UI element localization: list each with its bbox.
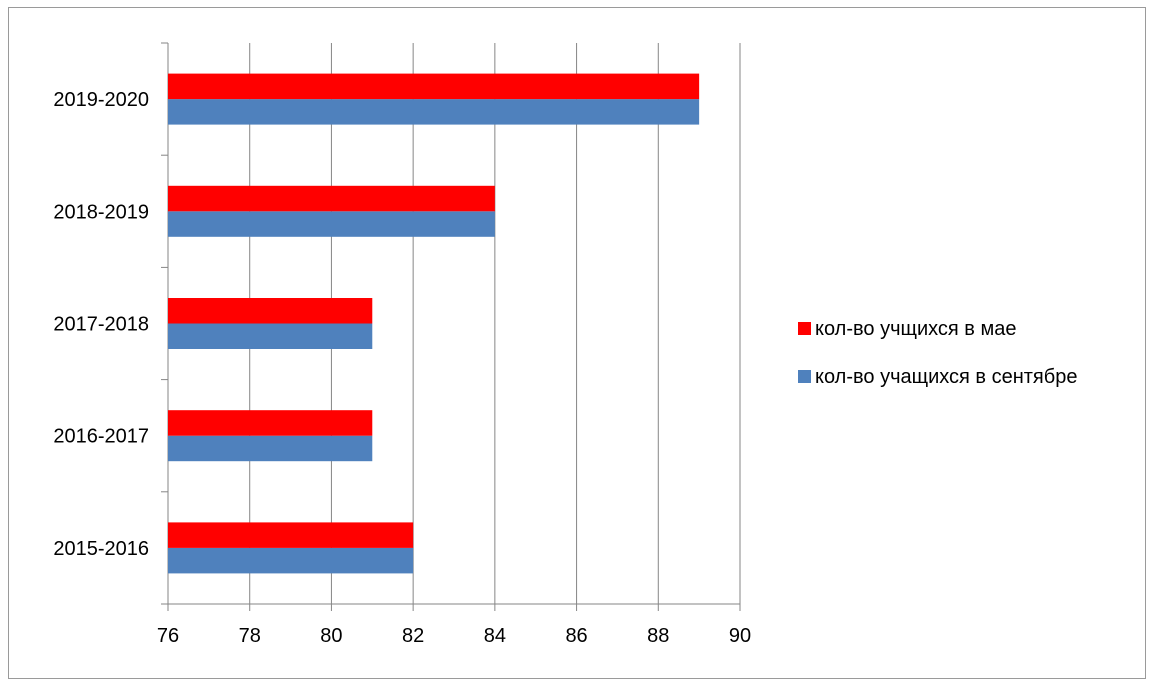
x-tick-label-82: 82 [402,625,424,647]
bar-2016-2017-series-1 [168,435,373,462]
x-tick-label-88: 88 [647,625,669,647]
x-tick-label-78: 78 [239,625,261,647]
y-tick-label-2015-2016: 2015-2016 [53,538,149,560]
bar-2017-2018-series-2 [168,298,373,324]
y-tick-label-2017-2018: 2017-2018 [53,314,149,336]
legend-label-1: кол-во учщихся в мае [815,318,1016,340]
legend-label-2: кол-во учащихся в сентябре [815,366,1077,388]
y-tick-label-2018-2019: 2018-2019 [53,201,149,223]
legend-swatch-1 [798,322,811,335]
x-tick-label-76: 76 [157,625,179,647]
bar-2015-2016-series-2 [168,522,414,548]
x-tick-label-80: 80 [320,625,342,647]
bar-2018-2019-series-1 [168,211,495,237]
y-tick-label-2019-2020: 2019-2020 [53,89,149,111]
bar-2019-2020-series-2 [168,73,700,100]
x-tick-label-86: 86 [565,625,587,647]
x-tick-label-84: 84 [484,625,506,647]
legend-swatch-2 [798,370,811,383]
bar-2017-2018-series-1 [168,323,373,349]
bar-2019-2020-series-1 [168,99,700,125]
bar-chart: 76 78 80 82 84 86 88 90 2015-2016 2016-2017 2017-2… [53,42,1077,647]
x-tick-label-90: 90 [729,625,751,647]
y-tick-label-2016-2017: 2016-2017 [53,426,149,448]
bar-2018-2019-series-2 [168,185,495,212]
chart-area: 76 78 80 82 84 86 88 90 2015-2016 2016-2017 2017-2… [8,7,1146,679]
bar-2016-2017-series-2 [168,410,373,436]
bar-2015-2016-series-1 [168,547,414,574]
